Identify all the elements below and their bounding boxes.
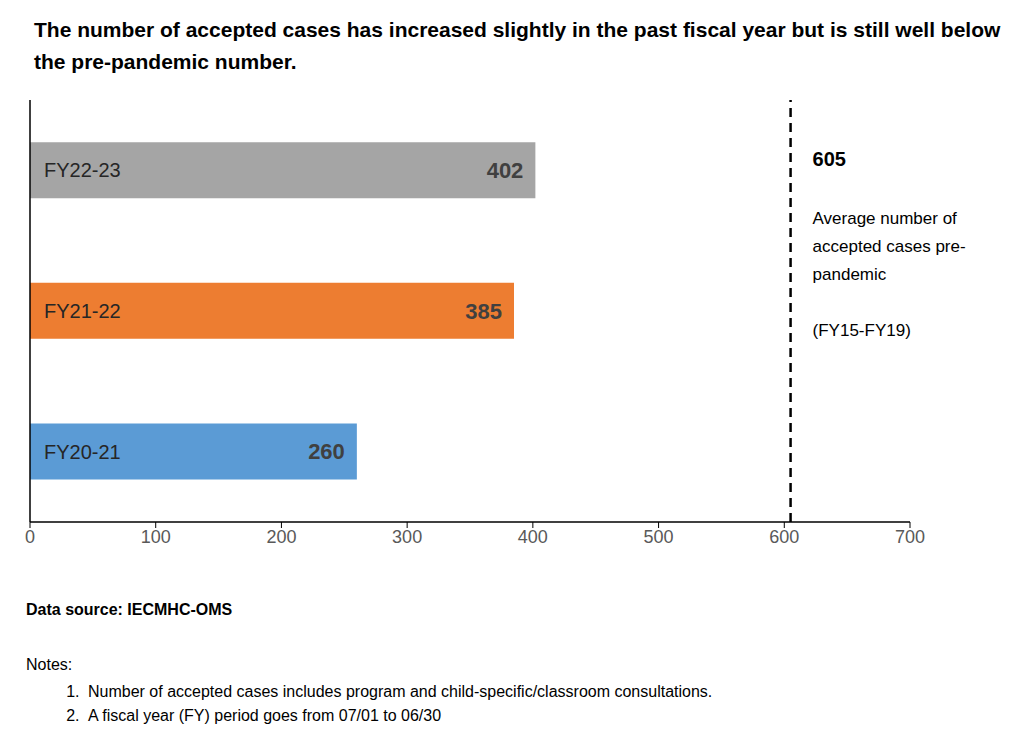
svg-text:600: 600 <box>769 527 799 547</box>
svg-text:260: 260 <box>308 439 345 464</box>
svg-text:(FY15-FY19): (FY15-FY19) <box>813 321 911 340</box>
svg-text:385: 385 <box>465 299 502 324</box>
svg-text:200: 200 <box>266 527 296 547</box>
svg-text:accepted cases pre-: accepted cases pre- <box>813 237 966 256</box>
html-text:Notes:: Notes: <box>26 656 73 673</box>
svg-text:FY20-21: FY20-21 <box>44 441 121 463</box>
svg-text:FY22-23: FY22-23 <box>44 159 121 181</box>
html-text:Number of accepted cases inclu: Number of accepted cases includes progra… <box>88 683 713 700</box>
svg-text:100: 100 <box>141 527 171 547</box>
svg-text:Average number of: Average number of <box>813 209 958 228</box>
svg-text:300: 300 <box>392 527 422 547</box>
html-text:A fiscal year (FY) period goes: A fiscal year (FY) period goes from 07/0… <box>88 707 442 724</box>
svg-text:FY21-22: FY21-22 <box>44 300 121 322</box>
html-text:Data source: IECMHC-OMS: Data source: IECMHC-OMS <box>26 601 233 618</box>
svg-text:605: 605 <box>813 148 846 170</box>
svg-text:700: 700 <box>895 527 925 547</box>
svg-text:500: 500 <box>644 527 674 547</box>
html-text:The number of accepted cases h: The number of accepted cases has increas… <box>34 18 1001 73</box>
svg-text:0: 0 <box>25 527 35 547</box>
svg-text:402: 402 <box>487 158 524 183</box>
svg-text:400: 400 <box>518 527 548 547</box>
svg-text:pandemic: pandemic <box>813 265 887 284</box>
